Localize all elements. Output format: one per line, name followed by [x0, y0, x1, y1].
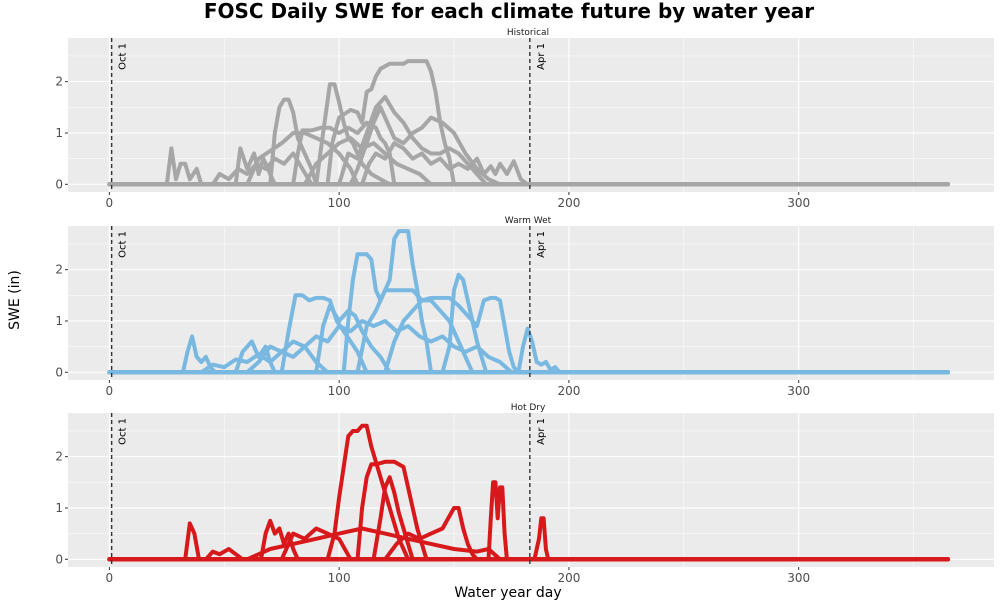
- panel-strip-label: Historical: [507, 28, 549, 38]
- x-tick-label: 100: [328, 571, 351, 585]
- series-line: [107, 151, 950, 187]
- x-tick-label: 200: [557, 384, 580, 398]
- reference-line-label: Oct 1: [118, 418, 129, 445]
- reference-line-label: Oct 1: [118, 231, 129, 258]
- series-line: [107, 59, 950, 187]
- x-tick-label: 0: [106, 384, 114, 398]
- x-tick-label: 200: [557, 571, 580, 585]
- x-tick-label: 300: [787, 384, 810, 398]
- series-line: [107, 105, 950, 187]
- series-line: [107, 272, 950, 375]
- series-line: [107, 303, 950, 375]
- x-tick-label: 100: [328, 196, 351, 210]
- series-line: [107, 526, 950, 562]
- panel-background: [68, 38, 994, 192]
- x-axis-label: Water year day: [454, 585, 561, 600]
- panel-0: Oct 1 Apr 1 Historical 0 1 2 0 100 200 300: [55, 28, 994, 210]
- series-line: [107, 526, 950, 562]
- panel-2: Oct 1 Apr 1 Hot Dry 0 1 2 0 100 200 300: [55, 403, 994, 585]
- panel-strip-label: Warm Wet: [505, 216, 552, 226]
- y-tick-label: 1: [55, 501, 63, 515]
- y-tick-label: 2: [55, 263, 63, 277]
- series-line: [107, 141, 950, 187]
- series-line: [107, 334, 950, 375]
- reference-line-label: Oct 1: [118, 43, 129, 70]
- x-tick-label: 300: [787, 196, 810, 210]
- panel-1: Oct 1 Apr 1 Warm Wet 0 1 2 0 100 200 300: [55, 216, 994, 398]
- y-tick-label: 1: [55, 126, 63, 140]
- x-tick-label: 0: [106, 196, 114, 210]
- series-line: [107, 319, 950, 375]
- panel-background: [68, 226, 994, 380]
- series-line: [107, 344, 950, 375]
- series-line: [107, 339, 950, 375]
- chart-title: FOSC Daily SWE for each climate future b…: [204, 0, 814, 23]
- series-line: [107, 120, 950, 187]
- series-line: [107, 136, 950, 187]
- series-line: [107, 518, 950, 562]
- series-line: [107, 146, 950, 187]
- reference-line-label: Apr 1: [536, 231, 547, 258]
- series-line: [107, 326, 950, 375]
- y-tick-label: 0: [55, 177, 63, 191]
- series-line: [107, 295, 950, 375]
- y-tick-label: 0: [55, 552, 63, 566]
- x-tick-label: 100: [328, 384, 351, 398]
- y-tick-label: 0: [55, 365, 63, 379]
- y-axis-label: SWE (in): [7, 270, 23, 330]
- series-group: [107, 229, 950, 375]
- panel-background: [68, 413, 994, 567]
- x-tick-label: 200: [557, 196, 580, 210]
- series-line: [107, 480, 950, 562]
- y-tick-label: 1: [55, 314, 63, 328]
- x-tick-label: 0: [106, 571, 114, 585]
- series-group: [107, 59, 950, 187]
- series-line: [107, 95, 950, 187]
- y-tick-label: 2: [55, 450, 63, 464]
- y-tick-label: 2: [55, 75, 63, 89]
- reference-line-label: Apr 1: [536, 418, 547, 445]
- panel-strip-label: Hot Dry: [511, 403, 546, 413]
- reference-line-label: Apr 1: [536, 43, 547, 70]
- x-tick-label: 300: [787, 571, 810, 585]
- series-group: [107, 423, 950, 562]
